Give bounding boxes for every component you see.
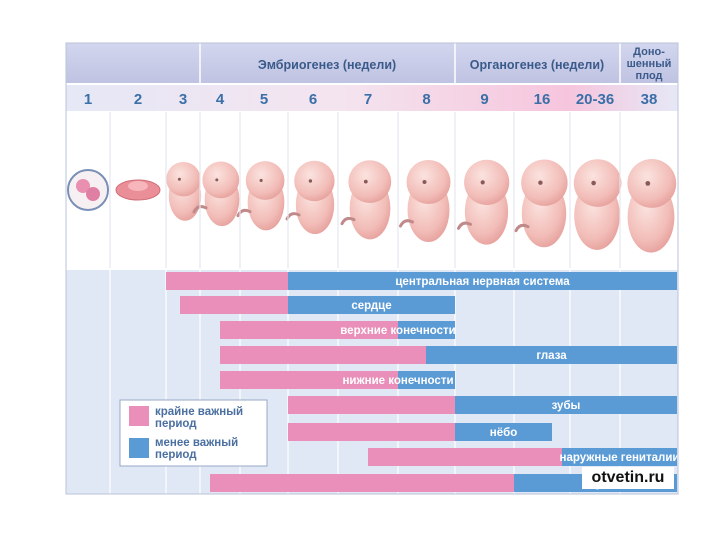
legend-less-line-1: менее важный xyxy=(155,437,238,449)
bar-row: наружные гениталии xyxy=(368,448,679,466)
week-label-2: 2 xyxy=(134,91,142,108)
embryo-week-20-36 xyxy=(573,159,622,250)
bar-row: глаза xyxy=(220,346,677,364)
bars: центральная нервная система сердце верхние… xyxy=(166,272,679,492)
bar-row: нижние конечности xyxy=(220,371,455,389)
week-label-20-36: 20-36 xyxy=(576,91,614,108)
week-label-3: 3 xyxy=(179,91,187,108)
fullterm-line-3: плод xyxy=(635,70,662,82)
embryo-week-16 xyxy=(514,159,568,248)
embryo-week-9 xyxy=(457,159,510,245)
legend-critical-line-1: крайне важный xyxy=(155,406,243,418)
fullterm-line-1: Доно- xyxy=(633,46,665,58)
bar-label: зубы xyxy=(552,400,581,412)
week-label-16: 16 xyxy=(534,91,551,108)
bar-critical-segment xyxy=(368,448,562,466)
bar-less-segment xyxy=(288,296,455,314)
fullterm-line-2: шенный xyxy=(627,58,672,70)
bar-less-segment xyxy=(562,448,677,466)
legend-less-swatch xyxy=(129,438,149,458)
embryo-week-6 xyxy=(285,160,335,235)
bar-critical-segment xyxy=(210,474,514,492)
legend-critical-line-2: период xyxy=(155,418,197,430)
legend-less-line-2: период xyxy=(155,449,197,461)
week-label-7: 7 xyxy=(364,91,372,108)
bar-label: нижние конечности xyxy=(342,375,453,387)
bar-less-segment xyxy=(455,423,552,441)
bar-label: центральная нервная система xyxy=(395,276,570,288)
bar-label: нёбо xyxy=(490,427,517,439)
embryo-week-3 xyxy=(166,162,202,221)
bar-label: глаза xyxy=(536,350,567,362)
legend: крайне важный период менее важный период xyxy=(119,399,268,467)
embryo-week-2 xyxy=(115,179,161,201)
bar-critical-segment xyxy=(288,423,455,441)
bar-row: зубы xyxy=(288,396,677,414)
bar-label: наружные гениталии xyxy=(560,452,680,464)
week-label-38: 38 xyxy=(641,91,658,108)
week-label-9: 9 xyxy=(480,91,488,108)
embryo-week-8 xyxy=(399,160,451,242)
week-label-5: 5 xyxy=(260,91,268,108)
bar-label: сердце xyxy=(351,300,391,312)
bar-row: верхние конечности xyxy=(220,321,456,339)
bar-row: центральная нервная система xyxy=(166,272,677,290)
embryo-week-38 xyxy=(627,159,677,253)
organogenesis-title: Органогенез (недели) xyxy=(470,58,604,72)
bar-row: сердце xyxy=(180,296,455,314)
legend-critical-swatch xyxy=(129,406,149,426)
embryo-week-7 xyxy=(340,160,392,240)
week-label-4: 4 xyxy=(216,91,225,108)
bar-less-segment xyxy=(288,272,677,290)
week-label-6: 6 xyxy=(309,91,317,108)
embryo-illustrations xyxy=(67,159,677,253)
bar-less-segment xyxy=(398,321,455,339)
bar-critical-segment xyxy=(220,371,398,389)
chart-border xyxy=(65,42,679,495)
header-band xyxy=(66,43,678,83)
bar-critical-segment xyxy=(180,296,288,314)
week-label-8: 8 xyxy=(422,91,430,108)
week-labels: 1 2 3 4 5 6 7 8 9 16 20-36 38 xyxy=(84,91,658,108)
week-label-1: 1 xyxy=(84,91,92,108)
embryogenesis-title: Эмбриогенез (недели) xyxy=(258,58,396,72)
embryo-week-4 xyxy=(192,161,240,227)
bar-critical-segment xyxy=(220,346,426,364)
embryo-week-1 xyxy=(67,169,109,211)
bar-critical-segment xyxy=(166,272,288,290)
watermark: otvetin.ru xyxy=(582,467,674,489)
embryo-week-5 xyxy=(236,161,285,231)
bar-critical-segment xyxy=(220,321,398,339)
week-row xyxy=(66,85,678,111)
bar-less-segment xyxy=(426,346,677,364)
bar-critical-segment xyxy=(288,396,455,414)
bar-less-segment xyxy=(398,371,455,389)
bar-label: верхние конечности xyxy=(340,325,455,337)
bar-row: нёбо xyxy=(288,423,552,441)
bar-less-segment xyxy=(455,396,677,414)
